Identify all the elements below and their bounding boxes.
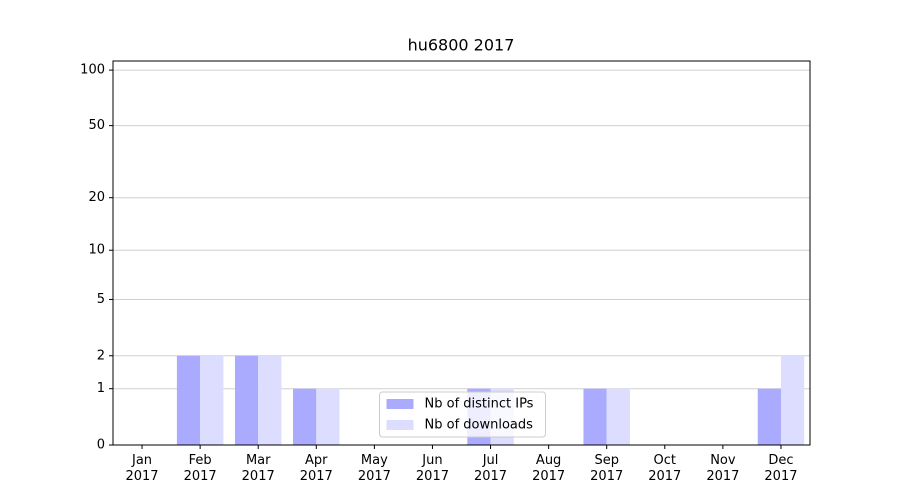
bar <box>583 388 607 445</box>
y-tick-label: 100 <box>80 63 105 78</box>
y-tick-label: 2 <box>97 348 105 363</box>
legend-label: Nb of distinct IPs <box>425 397 534 412</box>
y-tick-label: 1 <box>97 381 105 396</box>
y-tick-label: 20 <box>88 190 105 205</box>
x-tick-label: May 2017 <box>357 453 391 484</box>
axes-frame <box>112 60 811 446</box>
legend-swatch <box>386 399 414 409</box>
x-tick-label: Feb 2017 <box>183 453 217 484</box>
legend-label: Nb of downloads <box>425 418 534 433</box>
bar <box>757 388 781 445</box>
x-tick-label: Sep 2017 <box>590 453 624 484</box>
x-tick-label: Oct 2017 <box>648 453 682 484</box>
bar <box>234 355 259 445</box>
bar <box>200 355 224 445</box>
x-tick-label: Apr 2017 <box>299 453 333 484</box>
y-tick-label: 10 <box>88 243 105 258</box>
x-tick-label: Mar 2017 <box>241 453 275 484</box>
x-tick-label: Jul 2017 <box>473 453 508 484</box>
legend-box <box>379 391 546 438</box>
bar <box>780 355 805 445</box>
bar <box>176 355 201 445</box>
bar <box>293 388 317 445</box>
x-tick-label: Dec 2017 <box>764 453 798 484</box>
y-tick-label: 0 <box>97 438 105 453</box>
y-tick-label: 5 <box>97 292 105 307</box>
x-tick-label: Aug 2017 <box>532 453 566 484</box>
x-tick-label: Jun 2017 <box>415 453 449 484</box>
bar <box>606 388 630 445</box>
x-tick-label: Jan 2017 <box>125 453 159 484</box>
y-tick-label: 50 <box>88 118 105 133</box>
bar <box>258 355 282 445</box>
x-tick-label: Nov 2017 <box>706 453 740 484</box>
chart-title: hu6800 2017 <box>408 36 515 55</box>
legend-swatch <box>386 420 414 430</box>
bar <box>316 388 340 445</box>
